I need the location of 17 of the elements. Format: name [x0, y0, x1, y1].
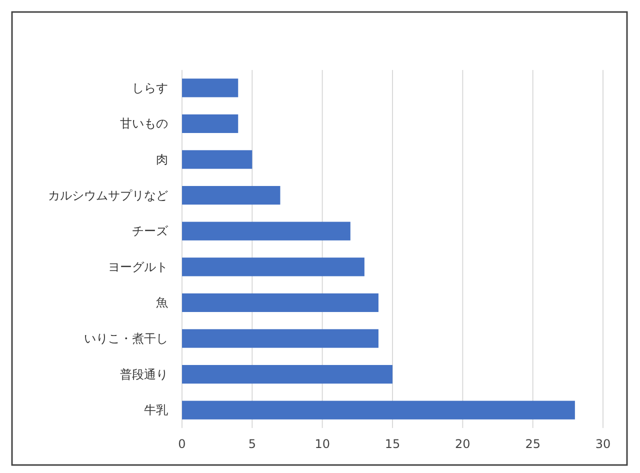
x-tick-label: 5	[248, 437, 256, 451]
x-tick-label: 30	[595, 437, 611, 451]
x-tick-label: 10	[314, 437, 330, 451]
y-tick-label: カルシウムサプリなど	[48, 188, 168, 202]
y-tick-label: ヨーグルト	[108, 260, 168, 274]
y-tick-label: 甘いもの	[120, 116, 168, 131]
y-tick-label: チーズ	[132, 224, 169, 238]
x-tick-label: 0	[178, 437, 186, 451]
y-tick-label: 普段通り	[120, 367, 168, 382]
y-tick-label: 肉	[156, 152, 168, 166]
x-tick-label: 20	[455, 437, 470, 451]
x-tick-label: 15	[384, 437, 400, 451]
y-tick-label: 牛乳	[144, 403, 168, 418]
y-tick-label: いりこ・煮干し	[84, 332, 168, 346]
y-tick-label: しらす	[132, 80, 168, 95]
y-tick-label: 魚	[156, 296, 168, 310]
x-tick-label: 25	[525, 437, 540, 451]
